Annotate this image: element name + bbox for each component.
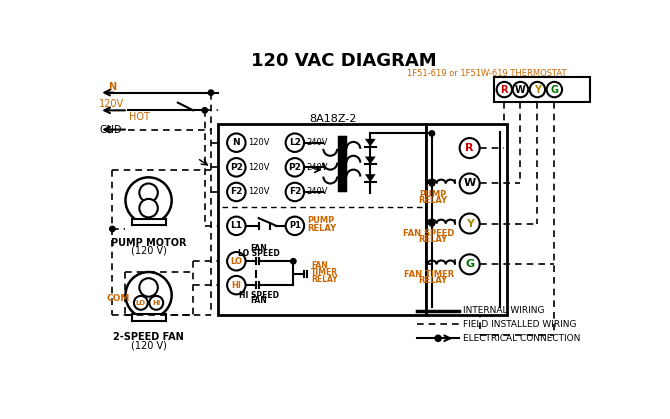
Text: 120V: 120V	[248, 187, 269, 197]
Text: RELAY: RELAY	[418, 196, 448, 205]
Text: 120 VAC DIAGRAM: 120 VAC DIAGRAM	[251, 52, 436, 70]
Circle shape	[291, 259, 296, 264]
Circle shape	[208, 90, 214, 96]
Polygon shape	[365, 139, 376, 147]
Circle shape	[125, 272, 172, 318]
Text: HI SPEED: HI SPEED	[239, 291, 279, 300]
Bar	[218, 124, 425, 315]
Text: (120 V): (120 V)	[131, 246, 167, 256]
Circle shape	[227, 252, 246, 271]
Circle shape	[496, 82, 512, 97]
Circle shape	[429, 181, 435, 186]
Text: F2: F2	[289, 187, 301, 197]
Text: 240V: 240V	[306, 163, 328, 172]
Circle shape	[139, 184, 158, 202]
Text: 240V: 240V	[306, 187, 328, 197]
Text: P2: P2	[230, 163, 243, 172]
Text: PUMP: PUMP	[307, 216, 334, 225]
Text: RELAY: RELAY	[307, 224, 336, 233]
Text: N: N	[232, 138, 240, 147]
Polygon shape	[365, 174, 376, 182]
Text: G: G	[465, 259, 474, 269]
Circle shape	[227, 158, 246, 176]
Bar	[494, 77, 590, 102]
Text: 240V: 240V	[306, 138, 328, 147]
Circle shape	[227, 276, 246, 295]
Circle shape	[547, 82, 562, 97]
Text: 2-SPEED FAN: 2-SPEED FAN	[113, 333, 184, 342]
Text: FAN SPEED: FAN SPEED	[403, 229, 454, 238]
Circle shape	[202, 108, 208, 113]
Text: HI: HI	[231, 281, 241, 290]
Text: 120V: 120V	[99, 99, 125, 109]
Text: W: W	[515, 85, 526, 95]
Circle shape	[460, 254, 480, 274]
Text: INTERNAL WIRING: INTERNAL WIRING	[463, 306, 544, 315]
Text: FAN: FAN	[251, 244, 267, 253]
Circle shape	[435, 335, 441, 341]
Circle shape	[513, 82, 528, 97]
Text: FAN TIMER: FAN TIMER	[404, 270, 454, 279]
Text: L1: L1	[230, 221, 243, 230]
Circle shape	[149, 296, 163, 310]
Circle shape	[460, 138, 480, 158]
Text: (120 V): (120 V)	[131, 340, 167, 350]
Circle shape	[285, 158, 304, 176]
Bar	[131, 314, 165, 321]
Circle shape	[460, 173, 480, 194]
Circle shape	[460, 214, 480, 233]
Text: FAN: FAN	[311, 261, 328, 270]
Bar	[425, 124, 507, 315]
Text: 120V: 120V	[248, 138, 269, 147]
Text: LO: LO	[230, 257, 243, 266]
Text: PUMP: PUMP	[419, 190, 446, 199]
Text: RELAY: RELAY	[418, 235, 448, 244]
Circle shape	[227, 133, 246, 152]
Text: Y: Y	[534, 85, 541, 95]
Text: 1F51-619 or 1F51W-619 THERMOSTAT: 1F51-619 or 1F51W-619 THERMOSTAT	[407, 69, 567, 78]
Circle shape	[125, 177, 172, 223]
Text: TIMER: TIMER	[311, 268, 338, 277]
Text: LO SPEED: LO SPEED	[238, 249, 279, 258]
Text: RELAY: RELAY	[311, 275, 338, 284]
Text: R: R	[466, 143, 474, 153]
Bar	[131, 219, 165, 225]
Text: R: R	[500, 85, 508, 95]
Text: L2: L2	[289, 138, 301, 147]
Circle shape	[227, 217, 246, 235]
Text: PUMP MOTOR: PUMP MOTOR	[111, 238, 186, 248]
Text: FAN: FAN	[251, 296, 267, 305]
Circle shape	[429, 131, 435, 136]
Circle shape	[429, 221, 435, 226]
Text: 8A18Z-2: 8A18Z-2	[310, 114, 357, 124]
Text: HI: HI	[152, 300, 160, 306]
Text: LO: LO	[136, 300, 146, 306]
Text: HOT: HOT	[129, 112, 150, 122]
Circle shape	[530, 82, 545, 97]
Text: N: N	[109, 82, 117, 92]
Circle shape	[110, 226, 115, 232]
Circle shape	[227, 183, 246, 201]
Text: RELAY: RELAY	[418, 276, 448, 285]
Circle shape	[285, 217, 304, 235]
Text: COM: COM	[106, 295, 129, 303]
Text: P1: P1	[289, 221, 301, 230]
Circle shape	[134, 296, 148, 310]
Text: W: W	[464, 178, 476, 189]
Text: FIELD INSTALLED WIRING: FIELD INSTALLED WIRING	[463, 320, 576, 329]
Polygon shape	[365, 157, 376, 164]
Text: ELECTRICAL CONNECTION: ELECTRICAL CONNECTION	[463, 334, 580, 343]
Text: G: G	[550, 85, 558, 95]
Circle shape	[285, 133, 304, 152]
Text: P2: P2	[288, 163, 302, 172]
Text: 120V: 120V	[248, 163, 269, 172]
Text: Y: Y	[466, 219, 474, 228]
Circle shape	[285, 183, 304, 201]
Circle shape	[139, 278, 158, 297]
Text: F2: F2	[230, 187, 243, 197]
Text: GND: GND	[99, 124, 122, 134]
Circle shape	[139, 199, 158, 217]
